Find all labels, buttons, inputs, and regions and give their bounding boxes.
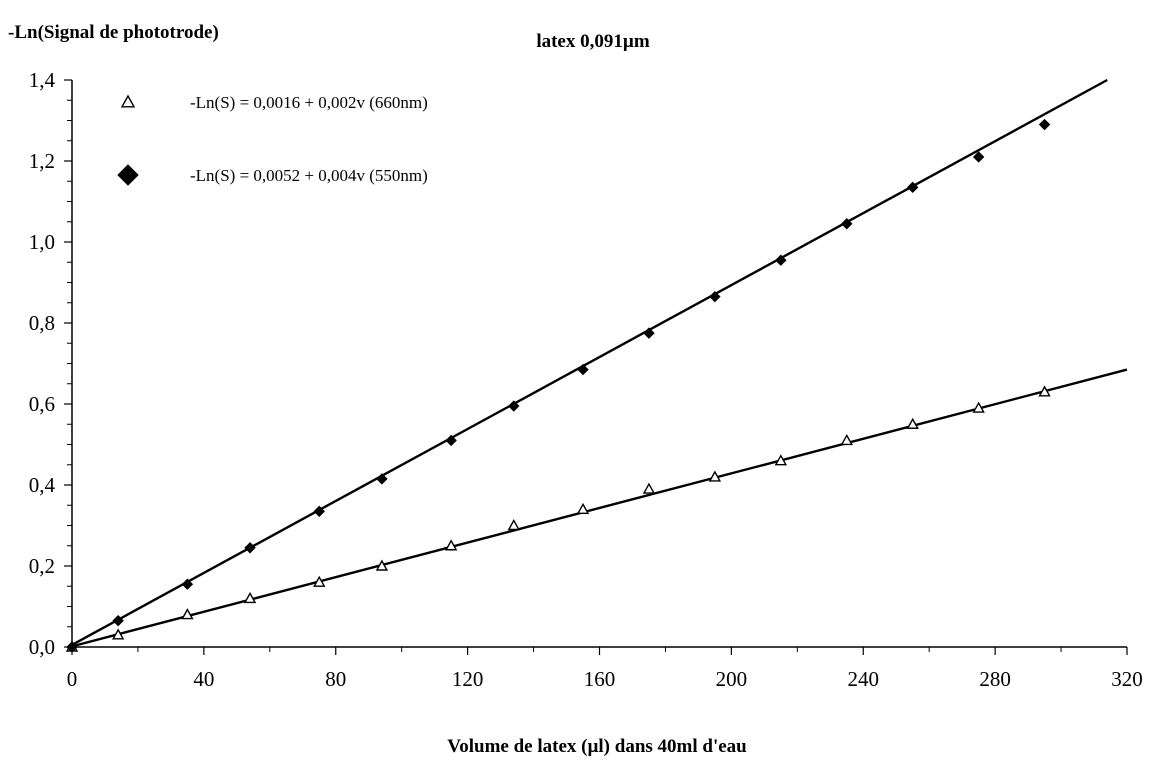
x-tick-label: 200 (716, 667, 748, 691)
legend: -Ln(S) = 0,0016 + 0,002v (660nm) -Ln(S) =… (117, 93, 428, 186)
data-point-series-1 (444, 539, 458, 551)
legend-marker-660nm (120, 94, 136, 108)
data-point-series-2 (577, 363, 589, 376)
fit-line-series-2 (71, 78, 1108, 646)
chart-title: latex 0,091µm (536, 31, 649, 52)
x-tick-label: 40 (193, 667, 214, 691)
data-point-series-2 (445, 434, 457, 447)
x-tick-label: 160 (584, 667, 616, 691)
y-tick-label: 0,8 (29, 311, 55, 335)
data-point-series-2 (66, 641, 78, 653)
fit-lines (71, 78, 1128, 648)
y-axis-label: -Ln(Signal de phototrode) (8, 22, 219, 43)
data-point-series-2 (775, 254, 787, 266)
legend-marker-550nm (117, 164, 139, 186)
data-point-series-2 (906, 181, 919, 194)
data-point-series-1 (313, 575, 326, 587)
x-tick-label: 80 (325, 667, 346, 691)
x-tick-label: 0 (67, 667, 78, 691)
data-point-series-2 (972, 151, 985, 163)
data-point-series-1 (972, 401, 985, 413)
legend-label-550nm: -Ln(S) = 0,0052 + 0,004v (550nm) (190, 166, 428, 185)
data-point-series-1 (507, 519, 520, 531)
x-tick-label: 120 (452, 667, 484, 691)
data-point-series-1 (774, 454, 788, 466)
y-tick-label: 0,2 (29, 554, 55, 578)
data-point-series-1 (642, 482, 656, 494)
data-point-series-1 (906, 417, 919, 429)
data-point-series-2 (1038, 118, 1051, 131)
data-point-series-1 (243, 591, 257, 604)
data-point-series-1 (840, 434, 853, 446)
y-tick-label: 1,4 (29, 68, 56, 92)
legend-label-660nm: -Ln(S) = 0,0016 + 0,002v (660nm) (190, 93, 428, 112)
data-point-series-1 (375, 559, 389, 571)
data-point-series-1 (1038, 385, 1051, 397)
data-point-series-1 (708, 470, 722, 482)
data-point-series-2 (841, 218, 853, 230)
x-tick-label: 240 (848, 667, 880, 691)
data-point-series-2 (376, 473, 388, 485)
x-tick-label: 320 (1111, 667, 1143, 691)
y-tick-label: 0,0 (29, 635, 55, 659)
data-point-series-1 (111, 628, 125, 640)
data-point-series-2 (709, 290, 721, 303)
data-point-series-2 (508, 400, 520, 412)
data-point-series-1 (181, 608, 194, 620)
x-axis-ticks: 0 40 80 120 160 200 240 280 320 (67, 647, 1143, 691)
data-point-series-1 (576, 502, 590, 514)
data-point-series-2 (181, 578, 194, 590)
y-tick-label: 0,4 (29, 473, 56, 497)
y-tick-label: 0,6 (29, 392, 55, 416)
data-point-series-2 (244, 542, 256, 554)
data-points (65, 118, 1051, 653)
y-tick-label: 1,2 (29, 149, 55, 173)
y-axis-ticks: 0,0 0,2 0,4 0,6 0,8 1,0 1,2 1,4 (29, 68, 72, 659)
data-point-series-2 (112, 614, 124, 627)
x-tick-label: 280 (979, 667, 1011, 691)
data-point-series-2 (643, 327, 655, 339)
x-axis-label: Volume de latex (µl) dans 40ml d'eau (447, 736, 747, 757)
fit-line-series-1 (71, 368, 1128, 648)
y-tick-label: 1,0 (29, 230, 55, 254)
data-point-series-2 (313, 505, 325, 518)
